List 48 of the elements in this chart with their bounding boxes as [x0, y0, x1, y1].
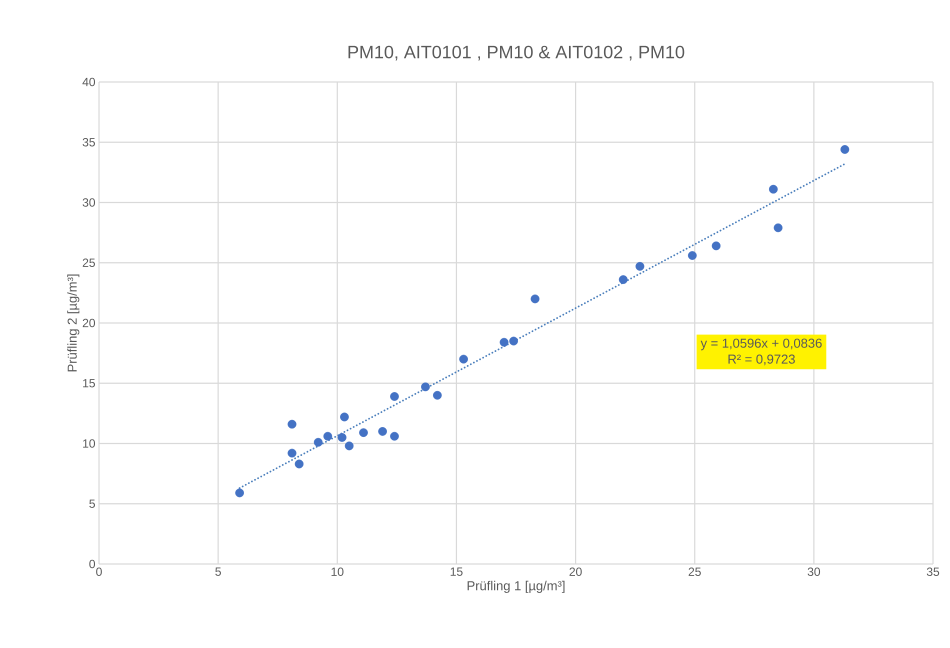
y-tick-label: 10 [83, 439, 96, 448]
x-tick-label: 5 [215, 568, 221, 576]
point [618, 275, 628, 284]
point [294, 460, 304, 468]
point [774, 223, 783, 232]
y-tick-label: 15 [83, 379, 95, 388]
point [235, 488, 244, 498]
x-tick-label: 0 [96, 568, 102, 576]
point [432, 390, 442, 400]
point [390, 392, 399, 401]
point [688, 251, 697, 260]
x-tick-label: 20 [570, 568, 582, 576]
y-tick-label: 25 [82, 258, 95, 267]
point [338, 433, 346, 442]
x-tick-label: 25 [688, 568, 701, 576]
x-tick-label: 30 [808, 568, 820, 576]
y-tick-label: 30 [82, 198, 96, 207]
point [359, 428, 368, 438]
y-tick-label: 0 [89, 560, 96, 568]
point [288, 448, 296, 458]
y-tick-label: 35 [82, 138, 95, 146]
y-tick-label: 40 [82, 78, 96, 86]
point [500, 338, 508, 347]
point [314, 438, 323, 447]
point [378, 427, 387, 436]
point [459, 354, 468, 364]
chart-title: PM10, AIT0101 , PM10 & AIT0102 , PM10 [348, 46, 684, 61]
point [344, 442, 354, 450]
y-axis-title: Prüfling 2 [µg/m³] [67, 274, 80, 372]
point [288, 420, 296, 429]
point [340, 412, 349, 422]
y-tick-label: 5 [89, 500, 95, 508]
point [712, 241, 721, 250]
x-tick-label: 35 [926, 568, 940, 576]
point [636, 262, 644, 271]
point [390, 432, 399, 441]
annotation: R² = 0,9723 [728, 354, 795, 366]
point [840, 145, 850, 154]
point [530, 294, 540, 304]
point [768, 184, 778, 194]
y-tick-label: 20 [82, 318, 96, 328]
x-tick-label: 15 [450, 568, 463, 576]
point [509, 336, 518, 346]
point [421, 382, 430, 392]
annotation: y = 1,0596x + 0,0836 [700, 338, 822, 350]
point [323, 432, 332, 441]
x-axis-title: Prüfling 1 [µg/m³] [468, 580, 564, 593]
x-tick-label: 10 [332, 568, 344, 576]
